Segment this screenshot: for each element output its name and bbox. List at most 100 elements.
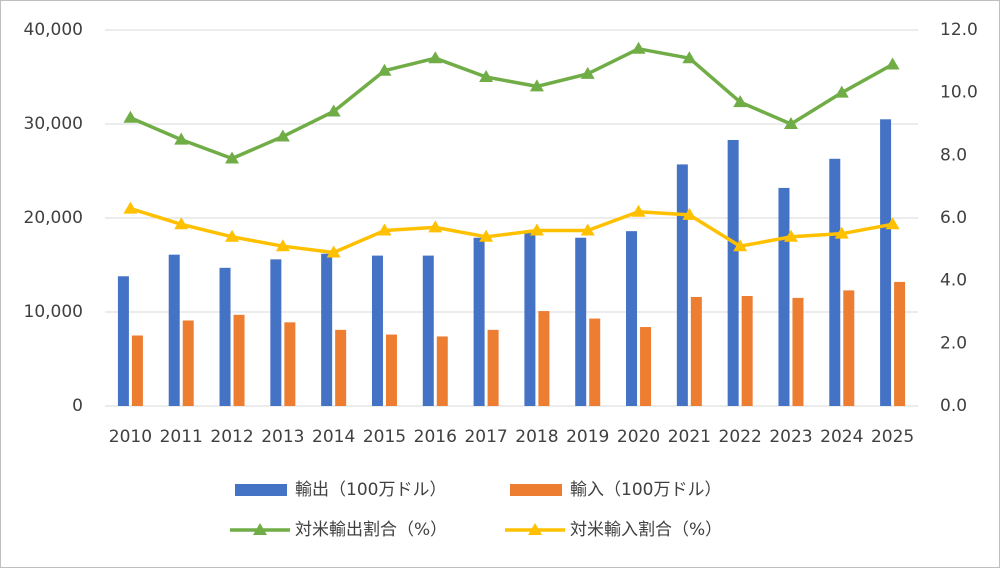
- bar: [321, 253, 333, 406]
- x-tick-label: 2022: [719, 427, 762, 447]
- marker: [428, 51, 443, 64]
- x-tick-label: 2016: [414, 427, 457, 447]
- marker: [580, 66, 595, 79]
- x-tick-label: 2020: [617, 427, 660, 447]
- bar: [792, 297, 804, 406]
- marker: [580, 223, 595, 236]
- marker: [479, 229, 494, 242]
- bar: [117, 276, 129, 406]
- bar: [690, 296, 702, 406]
- x-tick-label: 2024: [820, 427, 863, 447]
- bar: [727, 139, 739, 407]
- bar: [524, 231, 536, 406]
- marker: [479, 70, 494, 82]
- marker: [733, 95, 748, 108]
- x-tick-label: 2017: [464, 427, 507, 447]
- marker: [783, 117, 798, 129]
- marker: [225, 229, 240, 242]
- x-tick-label: 2025: [871, 427, 914, 447]
- marker: [885, 217, 900, 230]
- marker: [783, 229, 798, 242]
- bar: [880, 119, 892, 407]
- y-tick-label: 10,000: [24, 302, 83, 322]
- marker: [885, 57, 900, 70]
- bar: [538, 311, 550, 406]
- legend-label: 輸入（100万ドル）: [570, 480, 721, 500]
- marker: [682, 207, 697, 220]
- bar: [284, 322, 296, 406]
- bar: [473, 237, 485, 406]
- x-tick-label: 2012: [210, 427, 253, 447]
- y2-tick-label: 2.0: [940, 333, 967, 353]
- y2-tick-label: 10.0: [940, 83, 978, 103]
- marker: [174, 217, 189, 230]
- bar: [436, 336, 448, 406]
- marker: [377, 223, 392, 236]
- bar: [371, 255, 383, 406]
- y-tick-label: 0: [72, 396, 83, 416]
- bar: [741, 296, 753, 406]
- legend-swatch: [510, 484, 562, 496]
- y-tick-label: 20,000: [24, 208, 83, 228]
- bar: [131, 335, 143, 406]
- x-tick-label: 2018: [515, 427, 558, 447]
- legend-label: 輸出（100万ドル）: [295, 480, 446, 500]
- legend-marker: [528, 523, 542, 535]
- y-tick-label: 30,000: [24, 114, 83, 134]
- bar: [487, 329, 499, 406]
- x-tick-label: 2023: [769, 427, 812, 447]
- bar: [422, 255, 434, 406]
- marker: [377, 63, 392, 76]
- y2-tick-label: 4.0: [940, 271, 967, 291]
- bar: [676, 164, 688, 406]
- x-tick-label: 2011: [160, 427, 203, 447]
- bar: [168, 254, 180, 406]
- bar: [335, 329, 347, 406]
- y2-tick-label: 0.0: [940, 396, 967, 416]
- x-tick-label: 2015: [363, 427, 406, 447]
- marker: [529, 223, 544, 236]
- bar: [575, 237, 587, 406]
- marker: [834, 226, 849, 239]
- bar: [219, 267, 231, 406]
- marker: [275, 239, 290, 252]
- bar: [829, 158, 841, 406]
- marker: [631, 41, 646, 54]
- legend-marker: [253, 523, 267, 535]
- bar: [270, 259, 282, 406]
- line: [129, 47, 894, 161]
- marker: [428, 220, 443, 233]
- marker: [834, 85, 849, 98]
- y2-tick-label: 12.0: [940, 20, 978, 40]
- y-tick-label: 40,000: [24, 20, 83, 40]
- marker: [682, 51, 697, 64]
- marker: [326, 104, 341, 117]
- bar: [894, 281, 906, 406]
- marker: [225, 151, 240, 164]
- marker: [123, 201, 138, 214]
- legend-label: 対米輸出割合（%）: [295, 520, 447, 540]
- bar: [385, 334, 397, 406]
- x-tick-label: 2021: [668, 427, 711, 447]
- marker: [631, 204, 646, 217]
- marker: [123, 110, 138, 123]
- x-tick-label: 2010: [109, 427, 152, 447]
- line: [129, 206, 893, 255]
- bar: [843, 290, 855, 406]
- x-tick-label: 2019: [566, 427, 609, 447]
- bar: [589, 318, 601, 406]
- marker: [275, 129, 290, 142]
- marker: [733, 239, 748, 252]
- y2-tick-label: 8.0: [940, 145, 967, 165]
- y2-tick-label: 6.0: [940, 208, 967, 228]
- bar: [182, 320, 194, 406]
- marker: [174, 132, 189, 145]
- marker: [326, 245, 341, 258]
- x-tick-label: 2013: [261, 427, 304, 447]
- bar: [778, 187, 790, 406]
- bar: [626, 231, 638, 406]
- x-tick-label: 2014: [312, 427, 355, 447]
- marker: [529, 79, 544, 92]
